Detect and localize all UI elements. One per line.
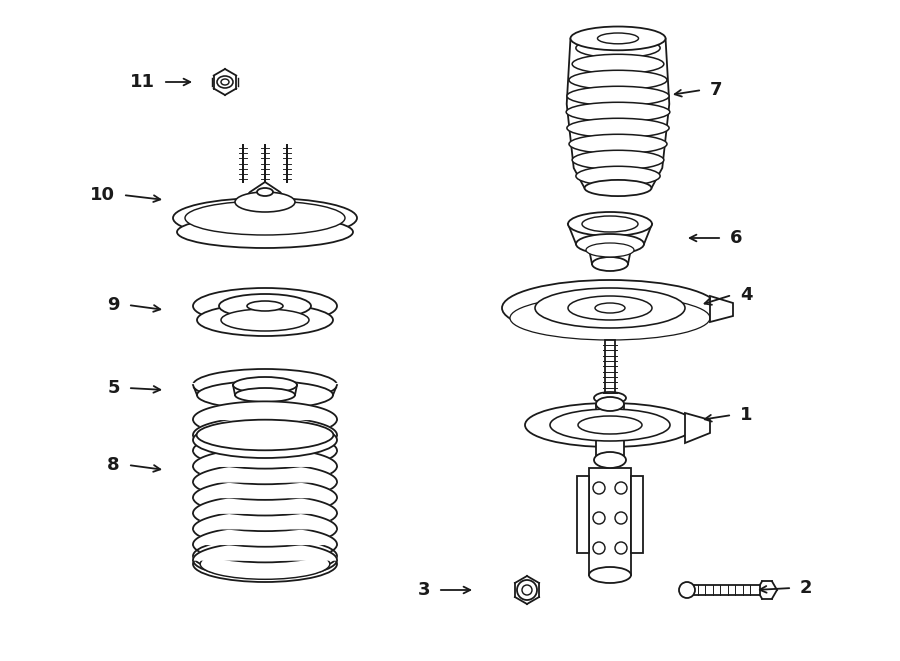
Ellipse shape — [550, 409, 670, 441]
Ellipse shape — [517, 580, 537, 600]
Ellipse shape — [586, 243, 634, 257]
Text: 9: 9 — [107, 296, 120, 314]
Ellipse shape — [615, 482, 627, 494]
Ellipse shape — [568, 212, 652, 236]
Ellipse shape — [567, 87, 669, 106]
Bar — [605, 340, 615, 398]
Text: 6: 6 — [730, 229, 742, 247]
Ellipse shape — [582, 216, 638, 232]
Ellipse shape — [566, 102, 670, 122]
Text: 3: 3 — [418, 581, 430, 599]
Ellipse shape — [221, 79, 229, 85]
Ellipse shape — [197, 304, 333, 336]
Ellipse shape — [576, 38, 660, 58]
Ellipse shape — [615, 512, 627, 524]
Text: 8: 8 — [107, 456, 120, 474]
Ellipse shape — [679, 582, 695, 598]
Ellipse shape — [173, 198, 357, 238]
Ellipse shape — [257, 188, 273, 196]
Bar — [685, 585, 760, 595]
Bar — [596, 404, 624, 460]
Ellipse shape — [522, 585, 532, 595]
Ellipse shape — [235, 388, 295, 402]
Ellipse shape — [595, 303, 625, 313]
Text: 7: 7 — [710, 81, 723, 99]
Polygon shape — [193, 417, 337, 435]
Ellipse shape — [535, 288, 685, 328]
Ellipse shape — [221, 309, 309, 331]
Ellipse shape — [572, 150, 664, 170]
Polygon shape — [193, 526, 337, 545]
Polygon shape — [685, 413, 710, 443]
Polygon shape — [193, 479, 337, 498]
Ellipse shape — [596, 397, 624, 411]
Ellipse shape — [233, 377, 297, 393]
Ellipse shape — [193, 288, 337, 324]
Polygon shape — [193, 433, 337, 451]
Text: 10: 10 — [90, 186, 115, 204]
Ellipse shape — [197, 381, 333, 409]
Ellipse shape — [593, 542, 605, 554]
Ellipse shape — [196, 420, 333, 450]
Ellipse shape — [571, 26, 665, 50]
Ellipse shape — [217, 76, 233, 88]
Ellipse shape — [510, 296, 710, 340]
Ellipse shape — [219, 294, 311, 318]
Ellipse shape — [525, 403, 695, 447]
Ellipse shape — [193, 546, 337, 582]
Ellipse shape — [193, 422, 337, 458]
Polygon shape — [193, 511, 337, 529]
Ellipse shape — [576, 167, 660, 186]
Ellipse shape — [576, 234, 644, 254]
Ellipse shape — [193, 369, 337, 401]
Ellipse shape — [578, 416, 642, 434]
Bar — [631, 476, 643, 553]
Text: 11: 11 — [130, 73, 155, 91]
Ellipse shape — [177, 216, 353, 248]
Polygon shape — [193, 448, 337, 466]
Text: 4: 4 — [740, 286, 752, 304]
Text: 2: 2 — [800, 579, 813, 597]
Ellipse shape — [569, 70, 667, 90]
Polygon shape — [193, 542, 337, 560]
Ellipse shape — [185, 201, 345, 235]
Polygon shape — [193, 401, 337, 419]
Ellipse shape — [592, 257, 628, 271]
Text: 1: 1 — [740, 406, 752, 424]
Polygon shape — [193, 495, 337, 513]
Ellipse shape — [598, 33, 638, 44]
Bar — [589, 468, 631, 575]
Ellipse shape — [594, 452, 626, 468]
Ellipse shape — [593, 482, 605, 494]
Ellipse shape — [593, 512, 605, 524]
Ellipse shape — [247, 301, 283, 311]
Ellipse shape — [594, 392, 626, 404]
Text: 5: 5 — [107, 379, 120, 397]
Ellipse shape — [567, 118, 669, 137]
Polygon shape — [193, 464, 337, 482]
Ellipse shape — [572, 54, 664, 74]
Ellipse shape — [584, 180, 652, 196]
Ellipse shape — [502, 280, 718, 336]
Bar — [577, 476, 589, 553]
Ellipse shape — [200, 549, 329, 579]
Ellipse shape — [568, 296, 652, 320]
Ellipse shape — [235, 192, 295, 212]
Ellipse shape — [569, 134, 667, 154]
Polygon shape — [710, 296, 733, 322]
Ellipse shape — [589, 567, 631, 583]
Ellipse shape — [615, 542, 627, 554]
Ellipse shape — [193, 538, 337, 574]
